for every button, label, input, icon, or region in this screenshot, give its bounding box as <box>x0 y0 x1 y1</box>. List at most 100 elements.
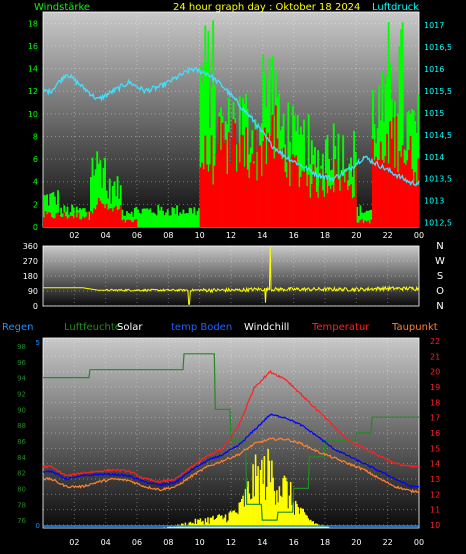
pressure-series <box>42 66 420 187</box>
solar-bar <box>327 526 330 528</box>
solar-bar <box>254 454 257 528</box>
wind-bar <box>350 184 352 227</box>
wind-bar <box>116 210 119 227</box>
wind-axis-title: Windstärke <box>34 2 90 13</box>
gust-bar <box>191 213 194 227</box>
wind-bar <box>245 127 247 227</box>
solar-bar <box>301 508 303 528</box>
wind-bar <box>94 209 97 227</box>
solar-bar <box>210 517 213 528</box>
wind-bar <box>199 167 202 227</box>
wind-x-tick-label: 00 <box>414 231 424 240</box>
wind-bar <box>301 170 304 227</box>
wind-bar <box>303 172 305 227</box>
climate-lines <box>42 353 420 521</box>
wind-bar <box>389 121 392 227</box>
gust-bar <box>205 62 208 227</box>
wind-bar <box>318 184 321 227</box>
solar-bar <box>244 488 247 528</box>
wind-bar <box>390 138 393 227</box>
legend-temp-ground: temp Boden <box>171 322 232 333</box>
wind-bar <box>295 155 298 227</box>
wind-bar <box>99 200 102 227</box>
humidity-y-tick-label: 80 <box>17 485 26 493</box>
wind-bar <box>50 217 53 227</box>
gust-bar <box>370 209 373 227</box>
wind-x-tick-labels: 02 04 06 08 10 12 14 16 18 20 22 00 <box>69 231 424 240</box>
legend-temperature: Temperatur <box>311 322 370 333</box>
climate-x-tick-label: 12 <box>226 538 236 547</box>
wind-bar <box>126 219 128 227</box>
solar-bar <box>242 495 244 528</box>
pressure-y-tick-label: 1014,5 <box>424 131 452 140</box>
wind-bar <box>75 217 78 227</box>
climate-x-tick-label: 02 <box>69 538 79 547</box>
solar-bar <box>274 504 277 528</box>
rain-y-tick-label: 5 <box>36 339 40 347</box>
wind-bar <box>356 222 359 227</box>
solar-bar <box>264 499 267 528</box>
legend-dewpoint: Taupunkt <box>391 322 438 333</box>
wind-bar <box>372 138 374 227</box>
solar-bar <box>263 456 266 528</box>
gust-bar <box>180 214 183 227</box>
gust-bar <box>108 178 111 227</box>
solar-bar <box>213 519 216 528</box>
wind-bar <box>268 142 271 227</box>
solar-bar <box>306 515 308 528</box>
solar-bar <box>322 526 325 528</box>
solar-bar <box>228 512 231 528</box>
gust-bar <box>177 215 180 227</box>
gust-bar <box>140 213 142 227</box>
gust-bar <box>91 157 94 227</box>
humidity-y-tick-label: 84 <box>17 454 26 462</box>
wind-bar <box>387 163 390 227</box>
climate-x-tick-labels: 02 04 06 08 10 12 14 16 18 20 22 00 <box>69 538 424 547</box>
legend-humidity: Luftfeuchte <box>64 322 121 333</box>
gust-bar <box>83 208 86 227</box>
gust-bar <box>80 209 83 227</box>
pressure-axis-title: Luftdruck <box>372 2 419 13</box>
wind-bar <box>238 162 241 227</box>
wind-bar <box>398 151 401 227</box>
wind-bar <box>370 219 373 227</box>
humidity-y-tick-label: 82 <box>17 470 26 478</box>
wind-bar <box>83 217 86 227</box>
solar-bar <box>273 490 276 528</box>
wind-bars <box>43 105 420 227</box>
wind-y-tick-label: 14 <box>28 65 38 74</box>
solar-bar <box>261 459 263 528</box>
wind-bar <box>115 206 117 227</box>
solar-bar <box>256 475 258 528</box>
wind-bar <box>357 222 360 227</box>
wind-bar <box>53 218 56 227</box>
wind-bar <box>220 149 222 227</box>
humidity-y-tick-label: 88 <box>17 422 26 430</box>
gust-bar <box>52 191 55 227</box>
wind-bar <box>392 117 395 227</box>
solar-bar <box>231 512 233 528</box>
wind-bar <box>135 219 138 227</box>
solar-bar <box>189 521 192 528</box>
wind-y-tick-label: 10 <box>28 110 38 119</box>
wind-bar <box>71 215 74 227</box>
gust-bar <box>166 209 169 227</box>
wind-x-tick-label: 06 <box>132 231 142 240</box>
solar-bar <box>296 503 298 528</box>
climate-x-tick-label: 08 <box>163 538 173 547</box>
humidity-y-tick-label: 86 <box>17 438 26 446</box>
solar-bar <box>170 526 173 528</box>
gust-bar <box>202 64 205 227</box>
compass-label: N <box>436 241 443 252</box>
gust-bar <box>199 66 202 227</box>
solar-bar <box>199 518 202 528</box>
compass-label: N <box>436 301 443 312</box>
gust-bar <box>194 215 197 227</box>
solar-bar <box>220 515 223 528</box>
wind-y-tick-label: 12 <box>28 87 38 96</box>
wind-bar <box>271 114 274 227</box>
solar-bar <box>207 517 209 528</box>
wind-bar <box>47 212 50 227</box>
